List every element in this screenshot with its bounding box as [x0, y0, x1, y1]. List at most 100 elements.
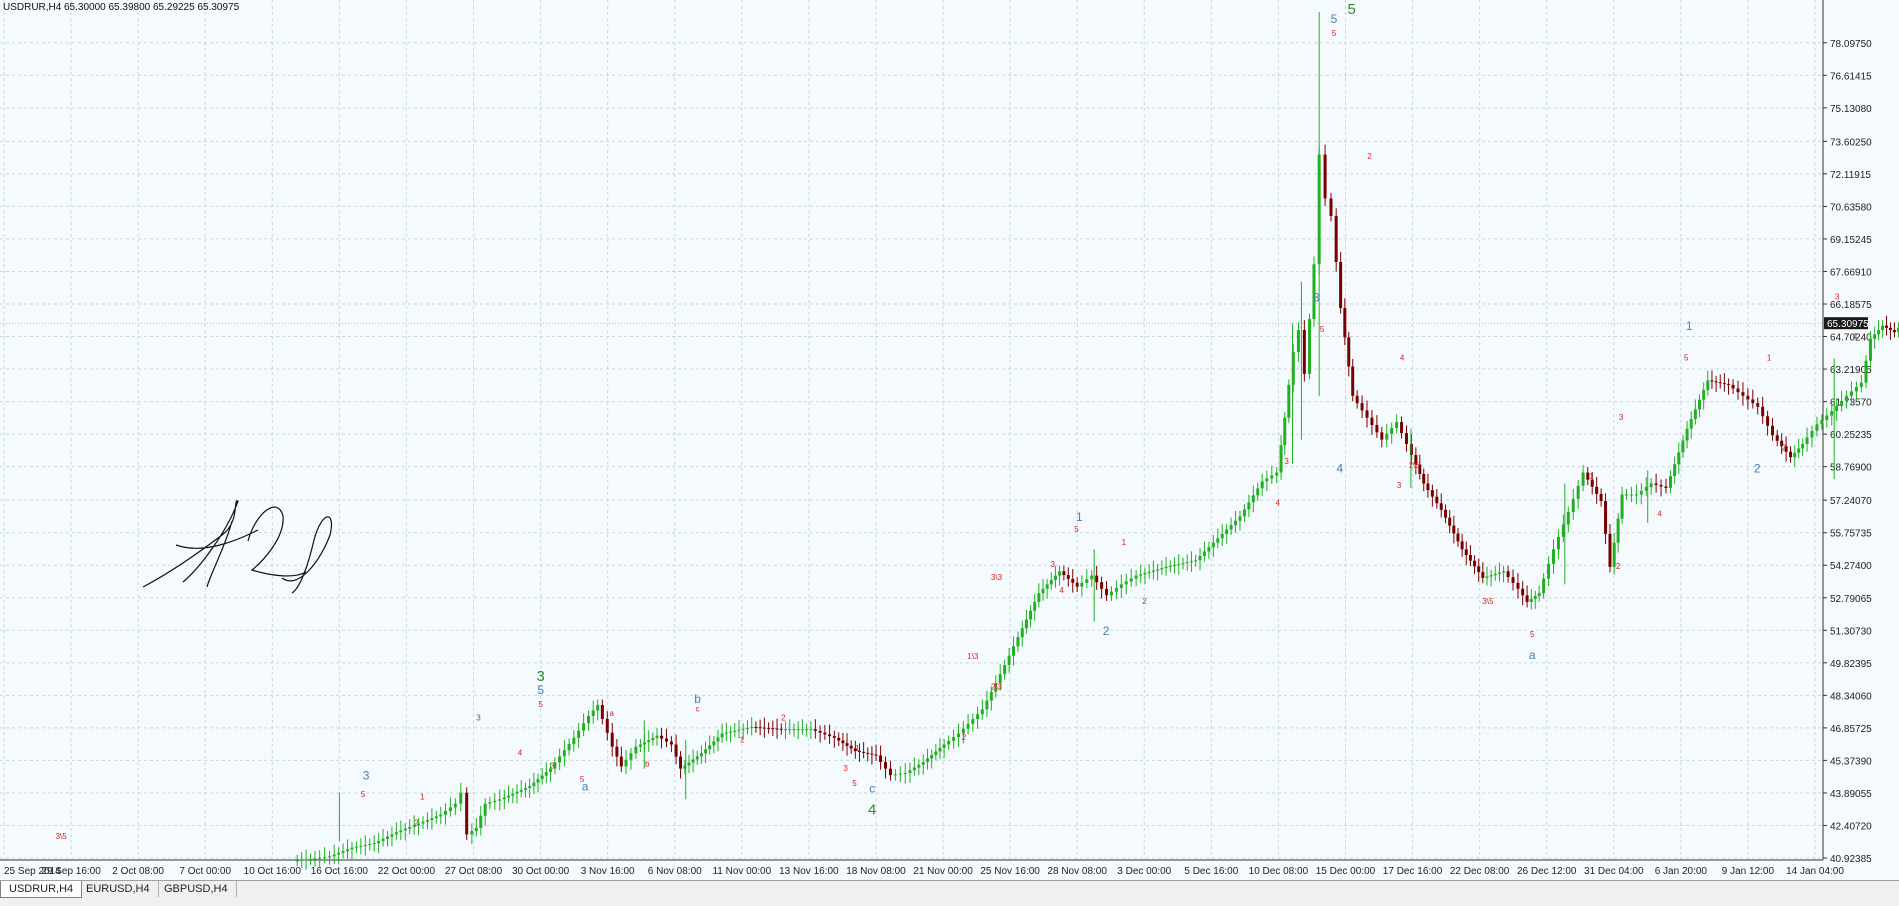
bear-candle — [1339, 262, 1343, 309]
bull-candle — [1395, 422, 1399, 428]
bull-candle — [403, 828, 407, 831]
wave-label: 3 — [1397, 481, 1402, 490]
bear-candle — [1481, 572, 1485, 578]
bull-candle — [300, 859, 304, 861]
y-tick-label: 45.37390 — [1830, 756, 1872, 767]
bear-candle — [1062, 571, 1066, 576]
bull-candle — [1673, 464, 1677, 477]
bull-candle — [934, 751, 938, 756]
bull-candle — [1181, 563, 1185, 565]
wave-label: 3 — [537, 668, 545, 685]
bear-candle — [1608, 533, 1612, 567]
bull-candle — [1234, 520, 1238, 526]
bull-candle — [1251, 495, 1255, 503]
wave-label: a — [582, 780, 589, 794]
bull-candle — [1216, 538, 1220, 543]
bear-candle — [1355, 395, 1359, 404]
bull-candle — [1198, 555, 1202, 561]
bull-candle — [917, 764, 921, 768]
bull-candle — [309, 858, 313, 860]
bull-candle — [1168, 565, 1172, 567]
x-tick-label: 7 Oct 00:00 — [179, 866, 231, 877]
bull-candle — [994, 683, 998, 692]
bull-candle — [577, 730, 581, 738]
tab-gbpusd-h4[interactable]: GBPUSD,H4 — [156, 881, 237, 897]
x-tick-label: 3 Dec 00:00 — [1117, 866, 1171, 877]
bull-candle — [903, 772, 907, 774]
x-tick-label: 9 Jan 12:00 — [1722, 866, 1775, 877]
wave-label: b — [645, 759, 650, 768]
bear-candle — [1506, 571, 1510, 578]
bull-candle — [1825, 415, 1829, 420]
bear-candle — [1075, 582, 1079, 587]
bear-candle — [1521, 588, 1525, 596]
bull-candle — [1649, 483, 1653, 488]
bull-candle — [1270, 475, 1274, 479]
bear-candle — [1746, 395, 1750, 400]
bear-candle — [610, 732, 614, 747]
bull-candle — [591, 710, 595, 716]
bull-candle — [1685, 428, 1689, 441]
y-tick-label: 51.30730 — [1830, 626, 1872, 637]
bull-candle — [386, 836, 389, 839]
bull-candle — [1859, 382, 1863, 388]
chart-header-ohlc: 65.30000 65.39800 65.29225 65.30975 — [64, 2, 240, 13]
bear-candle — [1444, 509, 1448, 518]
bear-candle — [1659, 484, 1663, 487]
bull-candle — [1845, 395, 1849, 401]
bull-candle — [1265, 478, 1269, 482]
wave-label: 4 — [1275, 498, 1280, 507]
bull-candle — [515, 791, 519, 794]
wave-label: 3 — [1284, 457, 1289, 466]
bull-candle — [792, 729, 796, 731]
bear-candle — [600, 705, 604, 719]
wave-label: 5 — [1320, 325, 1325, 334]
x-tick-label: 25 Sep 2014 — [4, 866, 61, 877]
wave-label: a — [1529, 648, 1536, 662]
bull-candle — [1489, 575, 1493, 577]
bull-candle — [434, 816, 438, 819]
y-tick-label: 42.40720 — [1830, 821, 1872, 832]
wave-label: 5 — [538, 700, 543, 709]
bull-candle — [354, 846, 358, 848]
bull-candle — [1007, 655, 1011, 665]
bear-candle — [1435, 496, 1439, 504]
bull-candle — [1156, 569, 1160, 571]
bull-candle — [1202, 551, 1206, 556]
bear-candle — [1751, 399, 1755, 404]
bear-candle — [669, 741, 673, 745]
bear-candle — [767, 727, 771, 729]
bull-candle — [1283, 417, 1287, 446]
bull-candle — [1080, 582, 1084, 587]
chart-tab-bar: USDRUR,H4 EURUSD,H4 GBPUSD,H4 — [0, 880, 1899, 906]
bull-candle — [1840, 400, 1844, 407]
tab-eurusd-h4[interactable]: EURUSD,H4 — [78, 881, 159, 897]
bull-candle — [961, 728, 965, 734]
chart-svg[interactable]: 78.09750 76.61415 75.13080 73.60250 72.11915… — [0, 0, 1899, 880]
bear-candle — [1599, 493, 1603, 502]
wave-label: 3 — [550, 762, 555, 771]
wave-label: 3\5 — [1482, 597, 1494, 606]
bull-candle — [536, 779, 540, 783]
bull-candle — [359, 845, 363, 847]
bull-candle — [989, 691, 993, 701]
tab-usdrur-h4[interactable]: USDRUR,H4 — [0, 881, 83, 898]
bull-candle — [1143, 573, 1147, 575]
bull-candle — [1873, 334, 1877, 339]
y-tick-label: 69.15245 — [1830, 235, 1872, 246]
bull-candle — [1003, 664, 1007, 675]
bear-candle — [1105, 588, 1109, 596]
bear-candle — [870, 753, 874, 755]
wave-label: 1 — [1589, 472, 1594, 481]
bull-candle — [947, 740, 951, 745]
bear-candle — [1426, 483, 1430, 491]
bear-candle — [853, 748, 857, 752]
bull-candle — [1706, 380, 1710, 391]
bear-candle — [1448, 517, 1452, 526]
bear-candle — [813, 729, 817, 731]
y-tick-label: 60.25235 — [1830, 430, 1872, 441]
bull-candle — [425, 819, 429, 822]
bull-candle — [942, 744, 946, 748]
bull-candle — [651, 737, 655, 741]
